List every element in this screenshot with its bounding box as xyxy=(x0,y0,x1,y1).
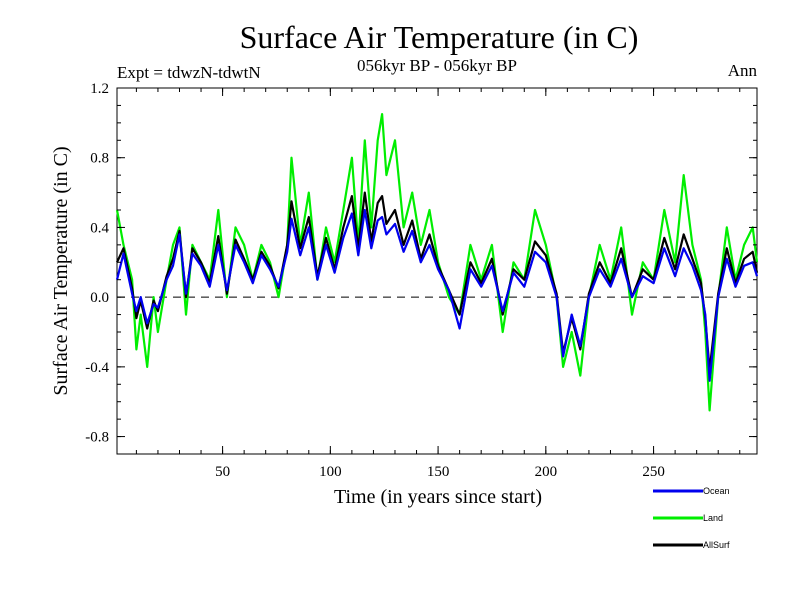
legend-label-ocean: Ocean xyxy=(703,486,730,496)
chart-title: Surface Air Temperature (in C) xyxy=(240,19,639,55)
x-tick-label: 150 xyxy=(427,464,450,480)
series-group xyxy=(115,112,759,412)
y-tick-label: 0.0 xyxy=(90,290,109,306)
x-axis: 50 100 150 200 250 xyxy=(135,88,741,480)
plot-area xyxy=(115,87,759,455)
season-label: Ann xyxy=(728,61,758,80)
legend-label-land: Land xyxy=(703,513,723,523)
series-line-ocean xyxy=(115,208,759,382)
legend-label-allsurf: AllSurf xyxy=(703,540,730,550)
x-tick-label: 200 xyxy=(535,464,558,480)
x-axis-label: Time (in years since start) xyxy=(334,486,542,508)
period-label: 056kyr BP - 056kyr BP xyxy=(357,56,517,75)
legend: Ocean Land AllSurf xyxy=(653,486,730,550)
y-tick-label: 0.8 xyxy=(90,151,109,167)
x-tick-label: 100 xyxy=(319,464,342,480)
y-axis-label: Surface Air Temperature (in C) xyxy=(50,146,72,395)
experiment-label: Expt = tdwzN-tdwtN xyxy=(117,63,261,82)
x-tick-label: 50 xyxy=(215,464,230,480)
x-tick-label: 250 xyxy=(642,464,665,480)
y-tick-label: -0.8 xyxy=(85,430,109,446)
y-axis: -0.8 -0.4 0.0 0.4 0.8 1.2 xyxy=(85,81,757,455)
y-tick-label: -0.4 xyxy=(85,360,109,376)
series-line-allsurf xyxy=(116,191,759,372)
y-tick-label: 0.4 xyxy=(90,220,109,236)
y-tick-label: 1.2 xyxy=(90,81,109,97)
